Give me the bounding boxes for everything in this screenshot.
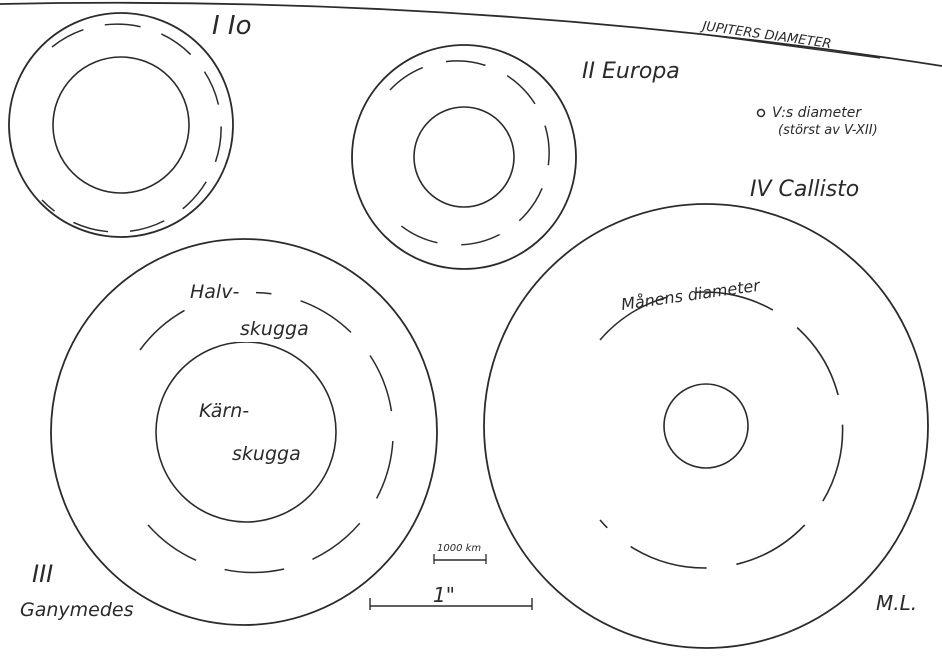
ganymede-shadow: Halv- skugga Kärn- skugga <box>50 238 438 626</box>
karn-label: Kärn- <box>199 400 249 422</box>
io-label: I Io <box>212 11 252 41</box>
label-backing <box>236 312 304 342</box>
io-penumbra <box>8 12 234 238</box>
scale-km: 1000 km <box>433 543 487 564</box>
label-backing <box>228 438 302 466</box>
v-diameter-note: V:s diameter (störst av V-XII) <box>756 105 878 138</box>
v-diameter-line1: V:s diameter <box>772 105 862 121</box>
ganymede-numeral: III <box>32 560 53 588</box>
io-shadow <box>8 12 234 238</box>
europa-penumbra <box>351 44 577 270</box>
ganymede-umbra <box>155 341 337 523</box>
jupiter-diameter-label: JUPITERS DIAMETER <box>698 19 832 52</box>
scale-arcsec: 1" <box>369 583 533 610</box>
io-umbra <box>52 56 190 194</box>
callisto-label: IV Callisto <box>750 177 859 202</box>
skugga-bottom-label: skugga <box>232 443 301 465</box>
moon-diameter-label: Månens diameter <box>620 276 762 314</box>
europa-label: II Europa <box>582 59 680 84</box>
signature: M.L. <box>876 591 917 615</box>
callisto-penumbra <box>483 203 929 649</box>
v-diameter-marker <box>756 108 766 118</box>
label-backing <box>190 276 256 306</box>
scale-km-label: 1000 km <box>437 543 481 554</box>
ganymede-label: Ganymedes <box>20 599 134 621</box>
europa-umbra <box>413 106 515 208</box>
v-diameter-line2: (störst av V-XII) <box>778 123 878 138</box>
skugga-top-label: skugga <box>240 318 309 340</box>
halv-label: Halv- <box>190 281 239 303</box>
europa-shadow <box>351 44 577 270</box>
scale-arcsec-label: 1" <box>433 583 455 607</box>
label-backing <box>196 395 254 423</box>
jupiter-diameter-arc: JUPITERS DIAMETER <box>0 1 942 67</box>
callisto-shadow: Månens diameter <box>483 203 929 649</box>
callisto-umbra <box>663 383 749 469</box>
ganymede-penumbra <box>50 238 438 626</box>
